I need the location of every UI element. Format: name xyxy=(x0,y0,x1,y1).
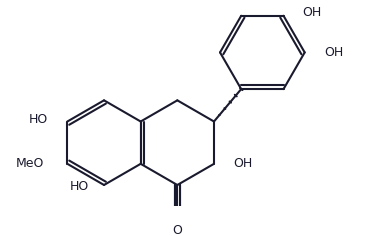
Text: MeO: MeO xyxy=(16,157,44,170)
Text: O: O xyxy=(172,223,182,236)
Text: HO: HO xyxy=(70,180,89,193)
Text: OH: OH xyxy=(302,6,322,19)
Text: OH: OH xyxy=(324,46,343,59)
Text: HO: HO xyxy=(29,113,48,126)
Text: OH: OH xyxy=(233,157,252,170)
